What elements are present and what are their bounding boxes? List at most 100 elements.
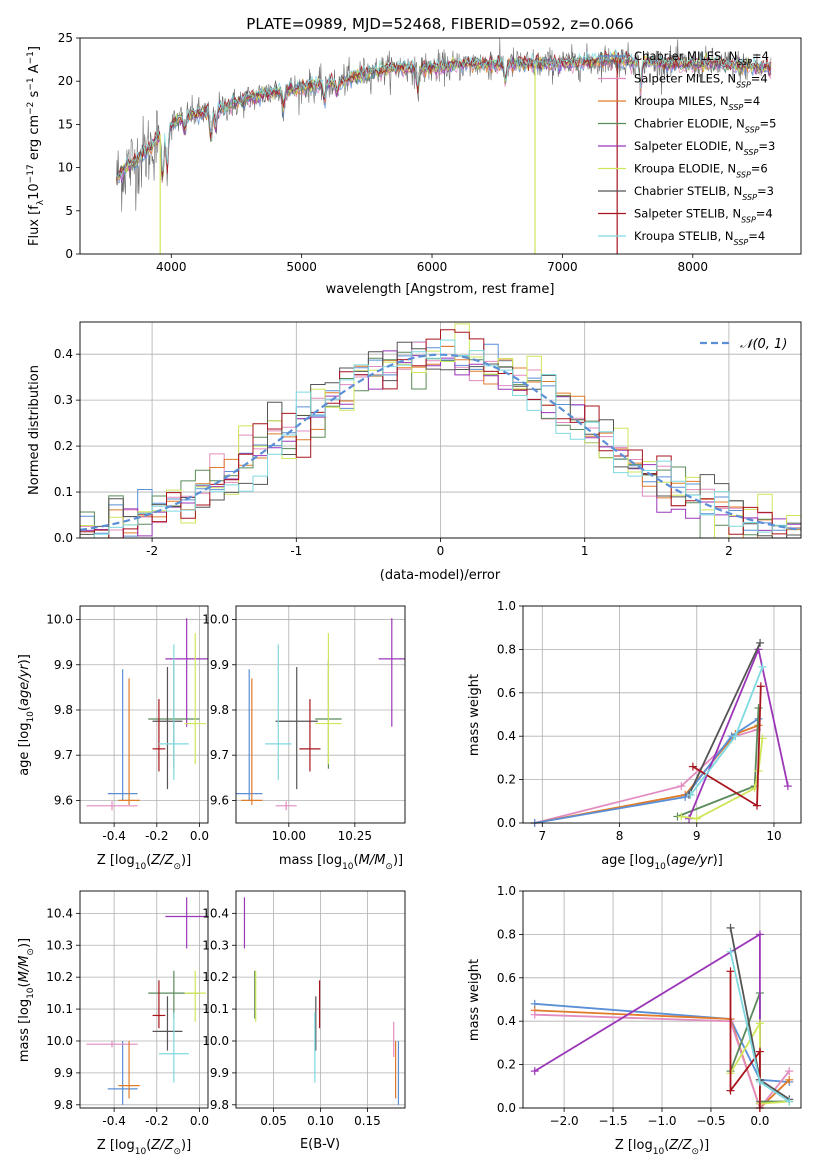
y-tick-label: 10.1: [46, 1002, 73, 1016]
y-axis-label: Flux [fλ10−17 erg cm−2 s−1 A−1]: [26, 46, 46, 246]
y-tick-label: 10.0: [46, 1034, 73, 1048]
x-tick-label: 0.05: [260, 1114, 287, 1128]
x-tick-label: 1: [581, 544, 589, 558]
y-axis-label: mass weight: [467, 674, 482, 756]
legend-label: 𝒩(0, 1): [740, 337, 787, 352]
massweight-line: [534, 728, 758, 824]
spectrum-model-line: [116, 49, 772, 178]
y-tick-label: 9.8: [210, 703, 229, 717]
y-tick-label: 10.0: [202, 613, 229, 627]
y-tick-label: 0.2: [497, 1058, 516, 1072]
histogram-step-line: [80, 329, 801, 538]
massweight-line: [677, 707, 760, 818]
y-tick-label: 0.4: [497, 1014, 516, 1028]
x-tick-label: 0.0: [190, 1114, 209, 1128]
y-axis-label: mass weight: [467, 959, 482, 1041]
legend-label: Salpeter STELIB, NSSP=4: [634, 207, 773, 225]
y-tick-label: 9.9: [54, 1066, 73, 1080]
massweight-line: [729, 971, 761, 1108]
y-tick-label: 10: [58, 161, 73, 175]
x-tick-label: −0.5: [696, 1114, 725, 1128]
y-tick-label: 10.4: [202, 906, 229, 920]
y-tick-label: 0.6: [497, 971, 516, 985]
y-tick-label: 10.4: [46, 906, 73, 920]
x-axis-label: Z [log10(Z/Z⊙)]: [97, 853, 191, 872]
x-tick-label: -1: [290, 544, 302, 558]
x-tick-label: -0.4: [102, 829, 125, 843]
axes-frame: [235, 605, 406, 824]
y-tick-label: 0.2: [497, 773, 516, 787]
x-tick-label: 4000: [156, 260, 187, 274]
x-tick-label: 6000: [417, 260, 448, 274]
y-tick-label: 10.1: [202, 1002, 229, 1016]
x-tick-label: −1.0: [647, 1114, 676, 1128]
y-tick-label: 0.8: [497, 927, 516, 941]
y-tick-label: 0.1: [54, 485, 73, 499]
x-tick-label: 0: [437, 544, 445, 558]
x-axis-label: mass [log10(M/M⊙)]: [279, 853, 403, 872]
x-axis-label: (data-model)/error: [380, 568, 501, 583]
x-tick-label: 7000: [547, 260, 578, 274]
y-tick-label: 9.9: [210, 658, 229, 672]
massweight-line: [534, 718, 759, 824]
y-tick-label: 0.6: [497, 686, 516, 700]
massweight-line: [688, 642, 761, 796]
spectrum-model-line: [116, 51, 772, 184]
x-tick-label: 10: [766, 829, 781, 843]
y-tick-label: 9.7: [210, 748, 229, 762]
y-tick-label: 25: [58, 31, 73, 45]
y-tick-label: 0: [65, 247, 73, 261]
y-tick-label: 9.8: [54, 703, 73, 717]
y-tick-label: 0.4: [497, 729, 516, 743]
y-tick-label: 9.7: [54, 748, 73, 762]
x-axis-label: wavelength [Angstrom, rest frame]: [326, 282, 555, 297]
axes-frame: [522, 890, 802, 1109]
x-tick-label: 0.0: [750, 1114, 769, 1128]
y-tick-label: 0.0: [54, 531, 73, 545]
y-tick-label: 0.4: [54, 347, 73, 361]
massweight-line: [534, 724, 759, 824]
x-tick-label: −2.0: [550, 1114, 579, 1128]
y-tick-label: 20: [58, 74, 73, 88]
x-tick-label: -2: [146, 544, 158, 558]
histogram-step-line: [80, 339, 801, 538]
axes-frame: [235, 890, 406, 1109]
y-tick-label: 10.2: [202, 970, 229, 984]
x-axis-label: E(B-V): [300, 1137, 340, 1152]
legend-label: Chabrier STELIB, NSSP=3: [634, 184, 774, 202]
y-tick-label: 0.3: [54, 393, 73, 407]
x-axis-label: Z [log10(Z/Z⊙)]: [615, 1138, 709, 1157]
y-tick-label: 9.9: [210, 1066, 229, 1080]
x-tick-label: -0.4: [102, 1114, 125, 1128]
x-tick-label: 7: [538, 829, 546, 843]
x-tick-label: 0.15: [354, 1114, 381, 1128]
x-tick-label: 0.10: [307, 1114, 334, 1128]
axes-frame: [79, 890, 209, 1109]
y-tick-label: 10.3: [202, 938, 229, 952]
y-axis-label: age [log10(age/yr)]: [17, 654, 36, 776]
y-tick-label: 10.3: [46, 938, 73, 952]
x-axis-label: age [log10(age/yr)]: [601, 853, 723, 872]
x-tick-label: 2: [725, 544, 733, 558]
y-tick-label: 0.0: [497, 1101, 516, 1115]
x-tick-label: 8000: [678, 260, 709, 274]
legend-label: Kroupa STELIB, NSSP=4: [634, 229, 765, 247]
y-tick-label: 0.8: [497, 642, 516, 656]
y-tick-label: 0.0: [497, 816, 516, 830]
y-tick-label: 15: [58, 117, 73, 131]
y-tick-label: 0.2: [54, 439, 73, 453]
axes-frame: [522, 605, 802, 824]
x-tick-label: 10.25: [338, 829, 372, 843]
histogram-step-line: [80, 341, 801, 538]
legend-label: Chabrier ELODIE, NSSP=5: [634, 117, 776, 135]
y-tick-label: 9.6: [54, 793, 73, 807]
x-tick-label: 5000: [286, 260, 317, 274]
axes-frame: [79, 605, 209, 824]
chart-title: PLATE=0989, MJD=52468, FIBERID=0592, z=0…: [246, 15, 633, 33]
x-tick-label: 8: [616, 829, 624, 843]
y-tick-label: 1.0: [497, 884, 516, 898]
x-tick-label: 10.00: [272, 829, 306, 843]
axes-frame: [79, 37, 802, 255]
y-tick-label: 9.6: [210, 793, 229, 807]
